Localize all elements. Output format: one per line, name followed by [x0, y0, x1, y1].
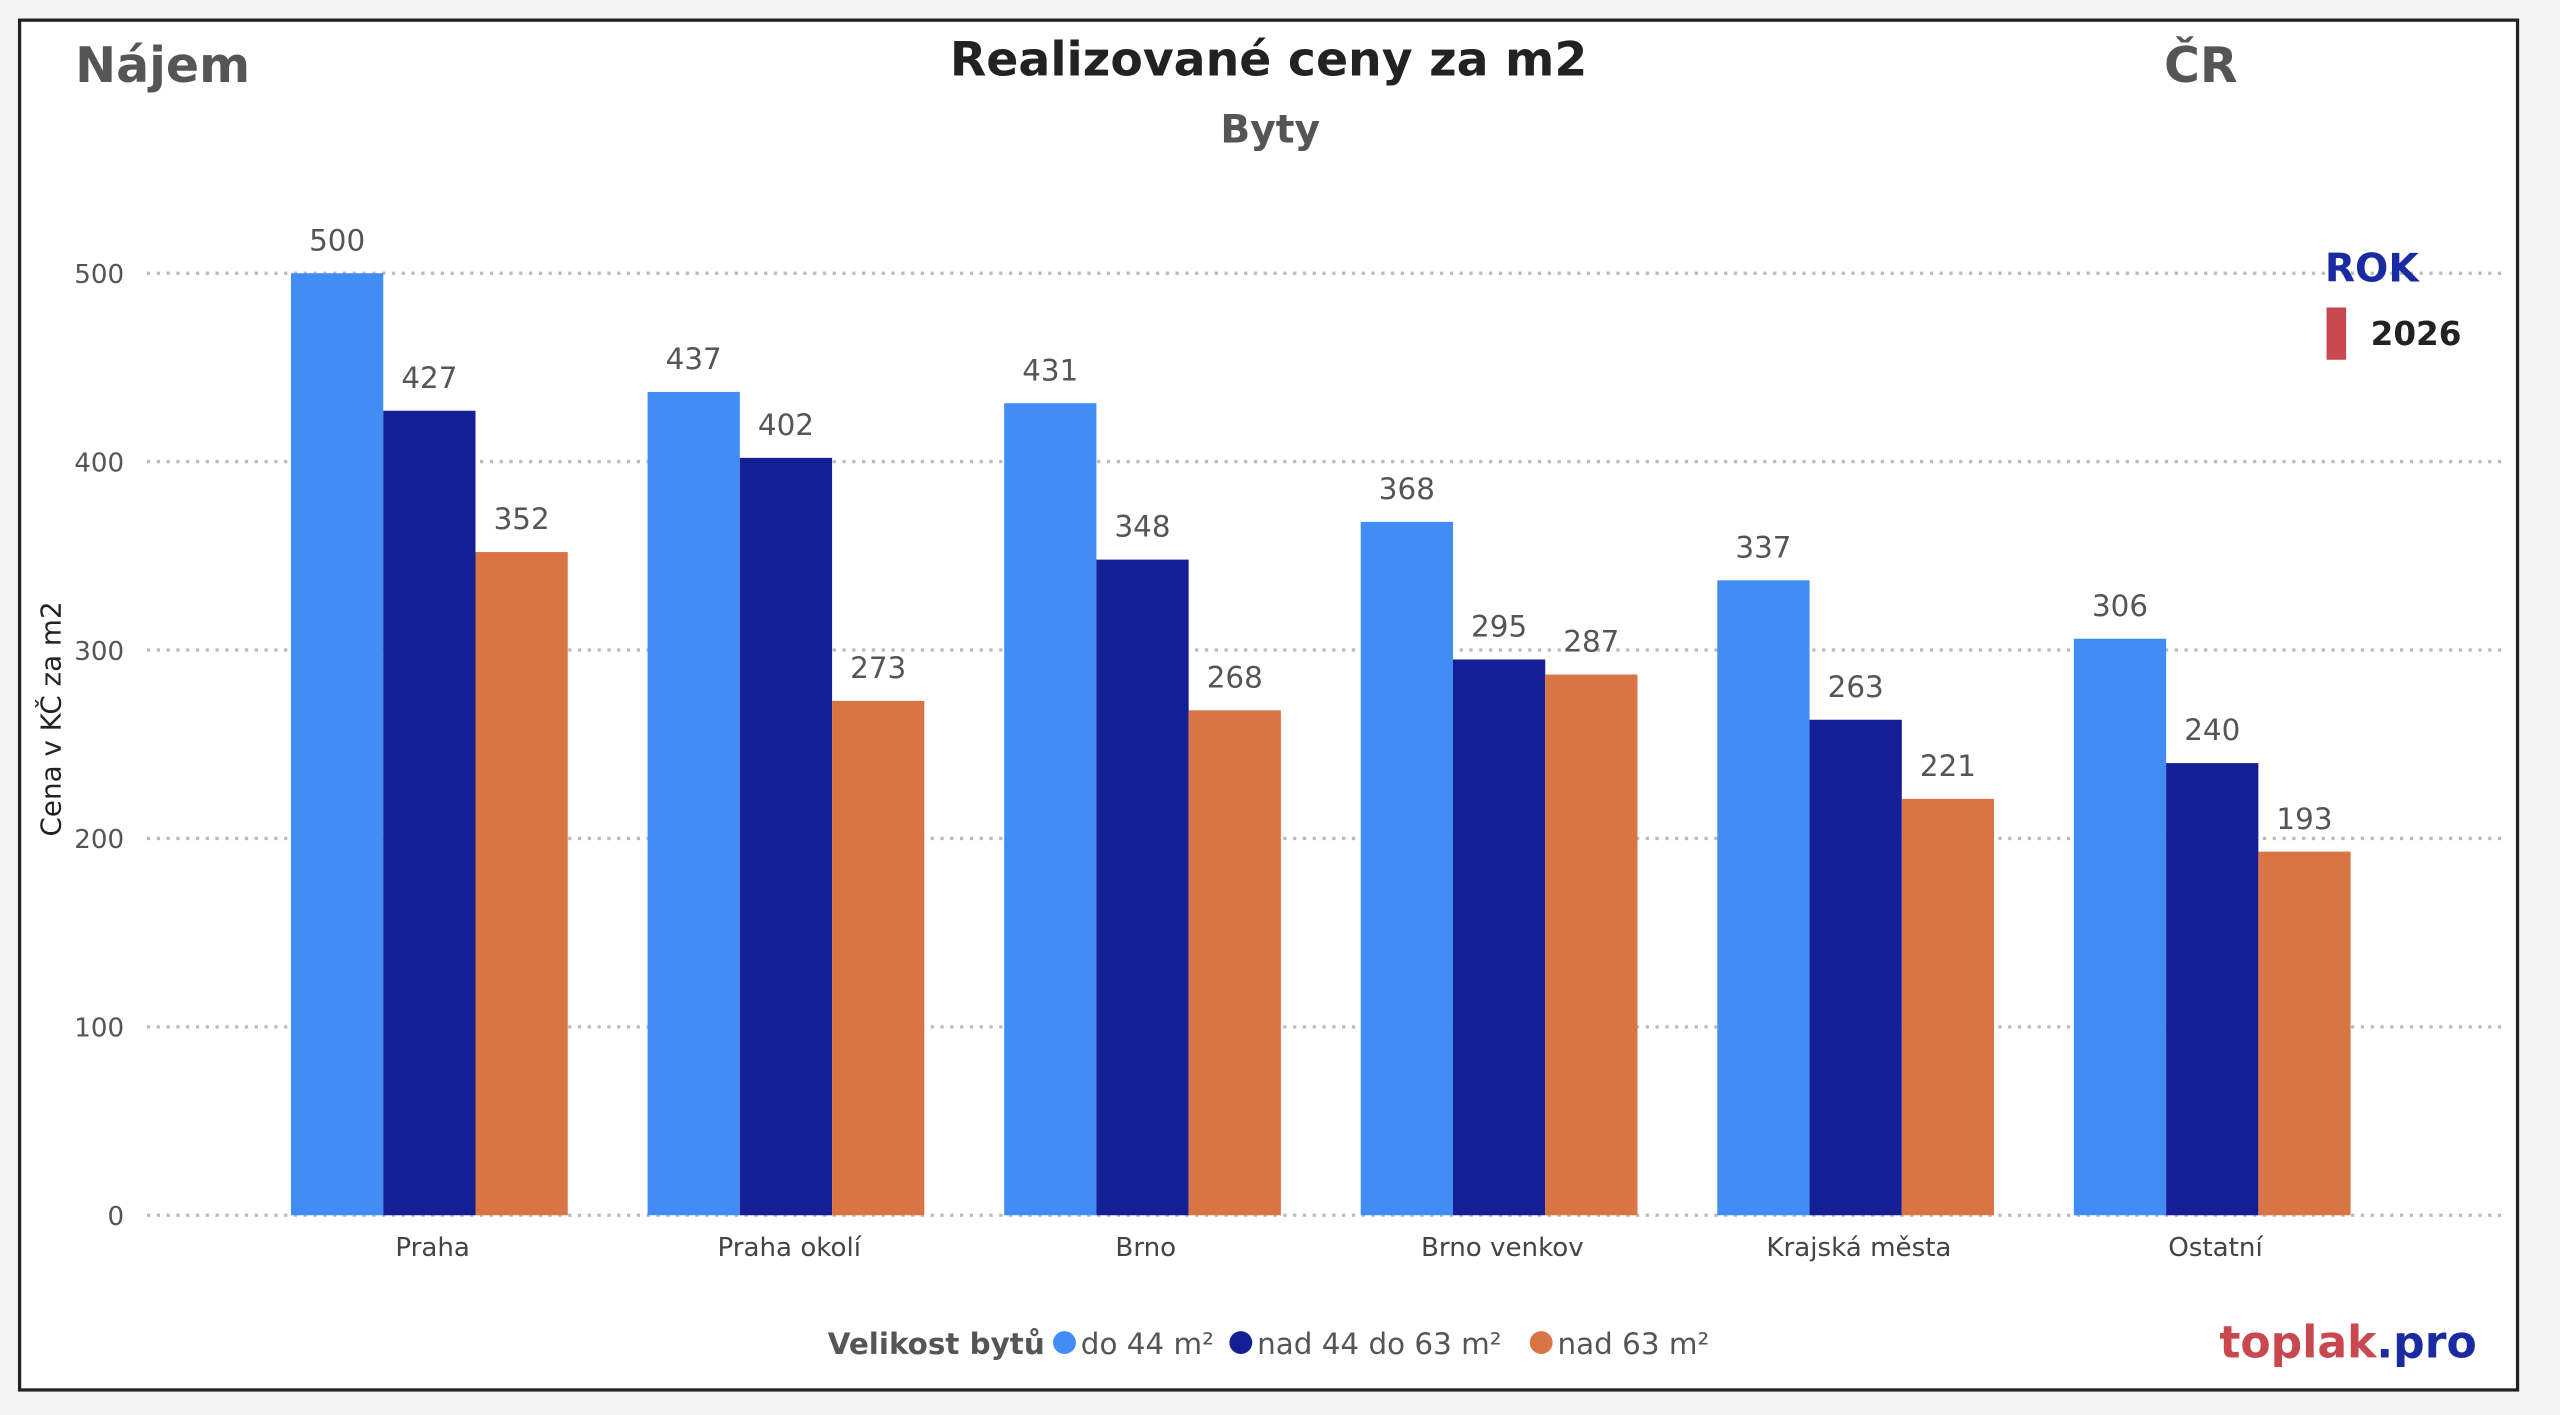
- bar[interactable]: [1901, 798, 1995, 1216]
- bar[interactable]: [1809, 719, 1902, 1216]
- x-tick-label: Krajská města: [1766, 1233, 1951, 1263]
- data-label: 500: [309, 223, 365, 257]
- x-tick-label: Brno venkov: [1421, 1233, 1584, 1263]
- legend-title: Velikost bytů: [828, 1326, 1045, 1361]
- chart-title: Realizované ceny za m2: [950, 33, 1587, 88]
- bar[interactable]: [832, 700, 925, 1216]
- y-tick-label: 100: [74, 1014, 124, 1044]
- y-tick-label: 300: [74, 637, 124, 667]
- rok-legend-swatch: [2326, 307, 2347, 360]
- legend-marker: [1229, 1331, 1253, 1355]
- data-label: 437: [666, 342, 722, 376]
- legend-label: nad 63 m²: [1558, 1327, 1710, 1361]
- data-label: 221: [1920, 749, 1976, 783]
- bar[interactable]: [1360, 521, 1453, 1216]
- rok-legend-title: ROK: [2325, 246, 2420, 291]
- rok-legend[interactable]: ROK 2026: [2325, 246, 2462, 360]
- y-tick-label: 0: [107, 1202, 124, 1232]
- data-label: 337: [1735, 530, 1791, 564]
- brand-part1: toplak: [2219, 1317, 2378, 1368]
- category-group: 368 295 287 Brno venkov: [1360, 472, 1638, 1263]
- category-group: 306 240 193 Ostatní: [2073, 589, 2351, 1263]
- x-tick-label: Praha okolí: [717, 1233, 861, 1263]
- header-right: ČR: [2164, 35, 2238, 94]
- bar[interactable]: [1452, 659, 1546, 1216]
- data-label: 431: [1022, 353, 1078, 387]
- bar[interactable]: [291, 273, 384, 1216]
- category-group: 431 348 268 Brno: [1004, 353, 1281, 1263]
- legend-item[interactable]: nad 63 m²: [1529, 1327, 1710, 1361]
- y-tick-label: 500: [74, 260, 124, 290]
- data-label: 352: [494, 502, 550, 536]
- rok-legend-item[interactable]: 2026: [2371, 315, 2462, 353]
- bar[interactable]: [1188, 710, 1281, 1216]
- bar[interactable]: [383, 410, 476, 1216]
- series-legend: Velikost bytů do 44 m² nad 44 do 63 m² nad…: [828, 1326, 1710, 1361]
- data-label: 287: [1563, 625, 1619, 659]
- category-group: 337 263 221 Krajská města: [1717, 530, 1995, 1263]
- x-tick-label: Brno: [1115, 1233, 1176, 1263]
- bar[interactable]: [2166, 763, 2259, 1216]
- data-label: 263: [1828, 670, 1884, 704]
- bar[interactable]: [2073, 638, 2167, 1216]
- data-label: 295: [1471, 610, 1527, 644]
- category-group: 500 427 352 Praha: [291, 223, 568, 1263]
- bar[interactable]: [1096, 559, 1189, 1216]
- brand-part2: .pro: [2376, 1317, 2476, 1368]
- legend-marker: [1053, 1331, 1076, 1355]
- data-label: 306: [2092, 589, 2148, 623]
- bar[interactable]: [1004, 403, 1097, 1216]
- chart-subtitle: Byty: [1220, 108, 1320, 153]
- y-tick-label: 400: [74, 448, 124, 478]
- category-group: 437 402 273 Praha okolí: [647, 342, 925, 1263]
- bar[interactable]: [2258, 851, 2351, 1216]
- data-label: 402: [758, 408, 814, 442]
- legend-item[interactable]: do 44 m²: [1053, 1327, 1214, 1361]
- y-tick-label: 200: [74, 825, 124, 855]
- bar[interactable]: [739, 457, 833, 1216]
- x-tick-label: Praha: [395, 1233, 470, 1263]
- y-axis-label: Cena v KČ za m2: [33, 601, 67, 836]
- x-tick-label: Ostatní: [2168, 1233, 2263, 1263]
- bar[interactable]: [1545, 674, 1638, 1216]
- header-left: Nájem: [75, 37, 250, 94]
- data-label: 193: [2276, 802, 2332, 836]
- data-label: 348: [1114, 510, 1170, 544]
- legend-label: do 44 m²: [1081, 1327, 1214, 1361]
- data-label: 273: [850, 651, 906, 685]
- data-label: 427: [401, 361, 457, 395]
- data-label: 368: [1379, 472, 1435, 506]
- bar[interactable]: [1717, 580, 1810, 1216]
- legend-marker: [1529, 1331, 1553, 1355]
- legend-label: nad 44 do 63 m²: [1257, 1327, 1501, 1361]
- data-label: 240: [2184, 713, 2240, 747]
- data-label: 268: [1207, 660, 1263, 694]
- legend-item[interactable]: nad 44 do 63 m²: [1229, 1327, 1502, 1361]
- brand-logo: toplak.pro: [2219, 1317, 2476, 1368]
- bar[interactable]: [475, 552, 568, 1216]
- bar[interactable]: [647, 391, 740, 1216]
